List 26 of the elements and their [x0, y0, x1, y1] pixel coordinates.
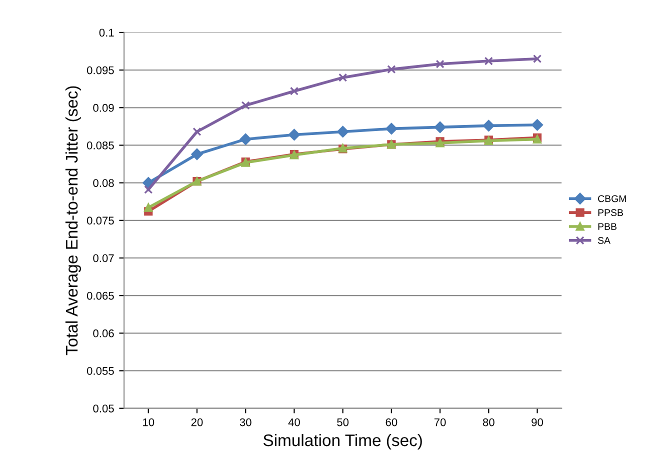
y-tick-label: 0.1 — [99, 28, 114, 37]
x-tick-label: 70 — [434, 418, 446, 426]
y-tick-label: 0.08 — [93, 179, 114, 187]
y-tick-label: 0.065 — [86, 292, 114, 300]
x-tick-label: 40 — [288, 418, 300, 426]
x-axis-title: Simulation Time (sec) — [263, 434, 422, 450]
x-tick-label: 90 — [532, 418, 544, 426]
legend-label: PBB — [598, 223, 616, 230]
x-tick-label: 10 — [143, 418, 154, 426]
y-tick-label: 0.07 — [93, 254, 114, 262]
y-tick-label: 0.095 — [86, 66, 114, 74]
y-tick-label: 0.085 — [86, 142, 114, 150]
x-tick-label: 30 — [240, 418, 252, 426]
y-axis-title: Total Average End-to-end Jitter (sec) — [65, 86, 81, 356]
x-tick-label: 20 — [191, 418, 203, 426]
y-tick-label: 0.075 — [86, 216, 114, 225]
y-tick-label: 0.05 — [93, 404, 114, 412]
legend-label: PPSB — [598, 209, 623, 216]
legend-label: SA — [598, 237, 610, 244]
x-tick-label: 50 — [337, 418, 349, 426]
x-tick-label: 80 — [482, 418, 494, 426]
y-tick-label: 0.09 — [93, 104, 114, 112]
legend-label: CBGM — [598, 195, 626, 202]
y-tick-label: 0.06 — [93, 329, 114, 338]
x-tick-label: 60 — [386, 418, 398, 426]
y-tick-label: 0.055 — [86, 367, 114, 375]
